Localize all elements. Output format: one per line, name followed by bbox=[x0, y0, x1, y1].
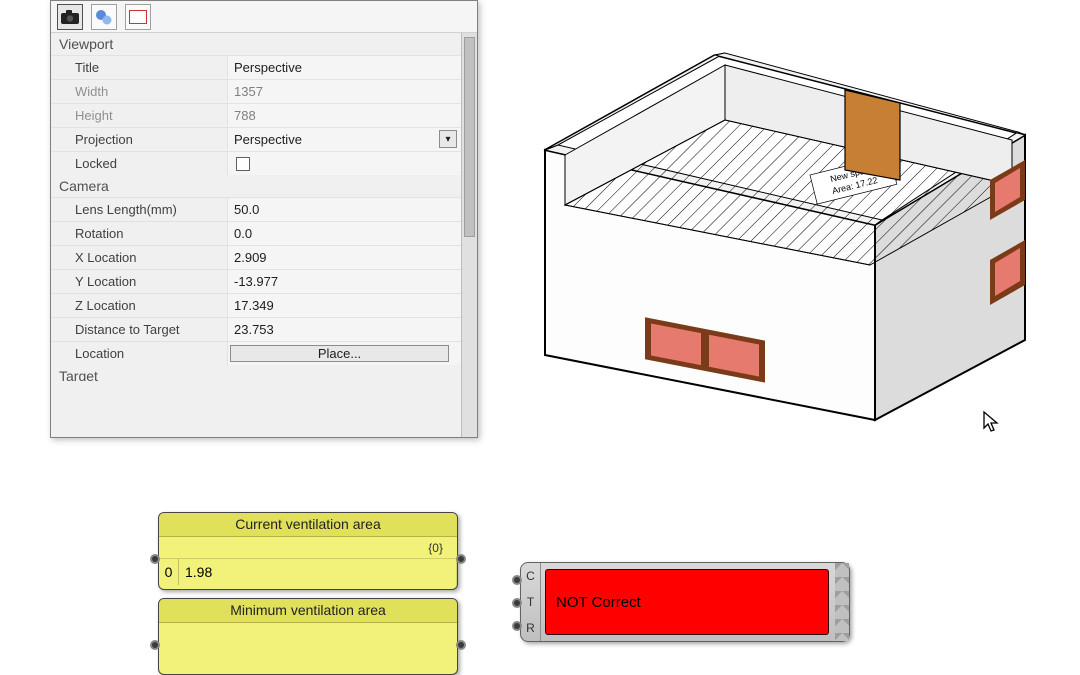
panel-tree-path: {0} bbox=[159, 537, 457, 559]
gh-result-component[interactable]: C T R NOT Correct bbox=[520, 562, 850, 642]
label-locked: Locked bbox=[51, 152, 227, 175]
projection-dropdown-icon[interactable]: ▾ bbox=[439, 130, 457, 148]
label-width: Width bbox=[51, 80, 227, 103]
group-viewport: Viewport bbox=[51, 33, 461, 55]
value-projection[interactable]: Perspective ▾ bbox=[227, 128, 461, 151]
label-title: Title bbox=[51, 56, 227, 79]
result-right-edge bbox=[835, 563, 849, 641]
panel-row-value: 1.98 bbox=[179, 559, 457, 585]
result-ports: C T R bbox=[521, 563, 541, 641]
cursor-icon bbox=[982, 410, 1002, 434]
value-title[interactable]: Perspective bbox=[227, 56, 461, 79]
panel-row-index: 0 bbox=[159, 559, 179, 585]
gh-panel-minimum-ventilation[interactable]: Minimum ventilation area bbox=[158, 598, 458, 675]
properties-body: Viewport Title Perspective Width 1357 He… bbox=[51, 33, 461, 437]
result-input-grip[interactable] bbox=[512, 575, 522, 585]
group-camera: Camera bbox=[51, 175, 461, 197]
properties-toolbar bbox=[51, 1, 477, 33]
label-z: Z Location bbox=[51, 294, 227, 317]
material-tab-icon[interactable] bbox=[91, 4, 117, 30]
scrollbar-thumb[interactable] bbox=[464, 37, 475, 237]
port-c[interactable]: C bbox=[526, 569, 535, 583]
perspective-viewport[interactable]: New space Area: 17.22 bbox=[520, 5, 1060, 435]
label-location: Location bbox=[51, 342, 227, 365]
render-tab-icon[interactable] bbox=[125, 4, 151, 30]
value-x[interactable]: 2.909 bbox=[227, 246, 461, 269]
properties-scrollbar[interactable] bbox=[461, 33, 477, 437]
panel-title: Minimum ventilation area bbox=[159, 599, 457, 623]
value-height: 788 bbox=[227, 104, 461, 127]
camera-tab-icon[interactable] bbox=[57, 4, 83, 30]
panel-output-grip[interactable] bbox=[456, 554, 466, 564]
projection-text: Perspective bbox=[234, 132, 302, 147]
value-lens[interactable]: 50.0 bbox=[227, 198, 461, 221]
value-rotation[interactable]: 0.0 bbox=[227, 222, 461, 245]
label-y: Y Location bbox=[51, 270, 227, 293]
place-button[interactable]: Place... bbox=[230, 345, 449, 362]
gh-panel-current-ventilation[interactable]: Current ventilation area {0} 0 1.98 bbox=[158, 512, 458, 590]
panel-input-grip[interactable] bbox=[150, 640, 160, 650]
panel-output-grip[interactable] bbox=[456, 640, 466, 650]
port-r[interactable]: R bbox=[526, 621, 535, 635]
port-t[interactable]: T bbox=[527, 595, 534, 609]
label-x: X Location bbox=[51, 246, 227, 269]
value-width: 1357 bbox=[227, 80, 461, 103]
value-y[interactable]: -13.977 bbox=[227, 270, 461, 293]
value-locked[interactable] bbox=[227, 152, 461, 175]
label-projection: Projection bbox=[51, 128, 227, 151]
label-lens: Lens Length(mm) bbox=[51, 198, 227, 221]
panel-input-grip[interactable] bbox=[150, 554, 160, 564]
label-dist: Distance to Target bbox=[51, 318, 227, 341]
label-rotation: Rotation bbox=[51, 222, 227, 245]
value-dist[interactable]: 23.753 bbox=[227, 318, 461, 341]
value-z[interactable]: 17.349 bbox=[227, 294, 461, 317]
grasshopper-canvas[interactable]: Current ventilation area {0} 0 1.98 Mini… bbox=[0, 500, 1080, 675]
result-input-grip[interactable] bbox=[512, 621, 522, 631]
group-target: Target bbox=[51, 365, 461, 381]
properties-panel: Viewport Title Perspective Width 1357 He… bbox=[50, 0, 478, 438]
result-text: NOT Correct bbox=[545, 569, 829, 635]
locked-checkbox[interactable] bbox=[236, 157, 250, 171]
panel-title: Current ventilation area bbox=[159, 513, 457, 537]
value-location: Place... bbox=[227, 342, 461, 365]
result-input-grip[interactable] bbox=[512, 598, 522, 608]
label-height: Height bbox=[51, 104, 227, 127]
